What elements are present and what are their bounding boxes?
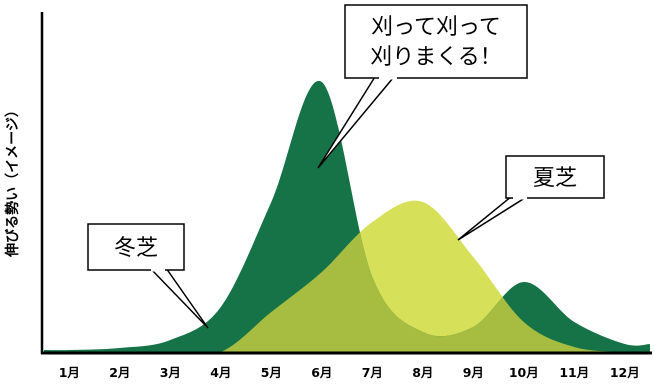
x-tick-label: 7月 [362, 365, 383, 380]
x-tick-label: 9月 [463, 365, 484, 380]
x-tick-label: 3月 [160, 365, 181, 380]
x-tick-label: 11月 [559, 365, 589, 380]
series-overlap-area [44, 200, 650, 352]
callout-winter-box [87, 223, 185, 271]
callout-peak-line-1: 刈って刈って [371, 15, 501, 40]
series-winter-area [44, 80, 650, 353]
callout-peak-line-2: 刈りまくる！ [370, 45, 502, 70]
callout-peak: 刈って刈って 刈りまくる！ [317, 4, 528, 169]
callout-summer-box [505, 155, 605, 199]
plot-area [44, 80, 650, 353]
x-tick-label: 5月 [261, 365, 282, 380]
x-tick-label: 4月 [210, 365, 231, 380]
x-tick-labels: 1月 2月 3月 4月 5月 6月 7月 8月 9月 10月 11月 12月 [59, 365, 640, 380]
callout-winter-pointer [148, 267, 209, 329]
y-axis-label: 伸びる勢い（イメージ） [4, 103, 21, 258]
x-tick-label: 2月 [109, 365, 130, 380]
callout-winter-label: 冬芝 [114, 236, 158, 261]
x-tick-label: 10月 [509, 365, 539, 380]
x-tick-label: 12月 [610, 365, 640, 380]
x-tick-label: 1月 [59, 365, 80, 380]
x-tick-label: 8月 [412, 365, 433, 380]
callout-peak-box [344, 4, 528, 79]
callout-summer: 夏芝 [457, 155, 605, 241]
callout-winter: 冬芝 [87, 223, 209, 329]
callout-summer-label: 夏芝 [533, 166, 577, 191]
callout-summer-pointer [457, 195, 531, 241]
x-tick-label: 6月 [311, 365, 332, 380]
